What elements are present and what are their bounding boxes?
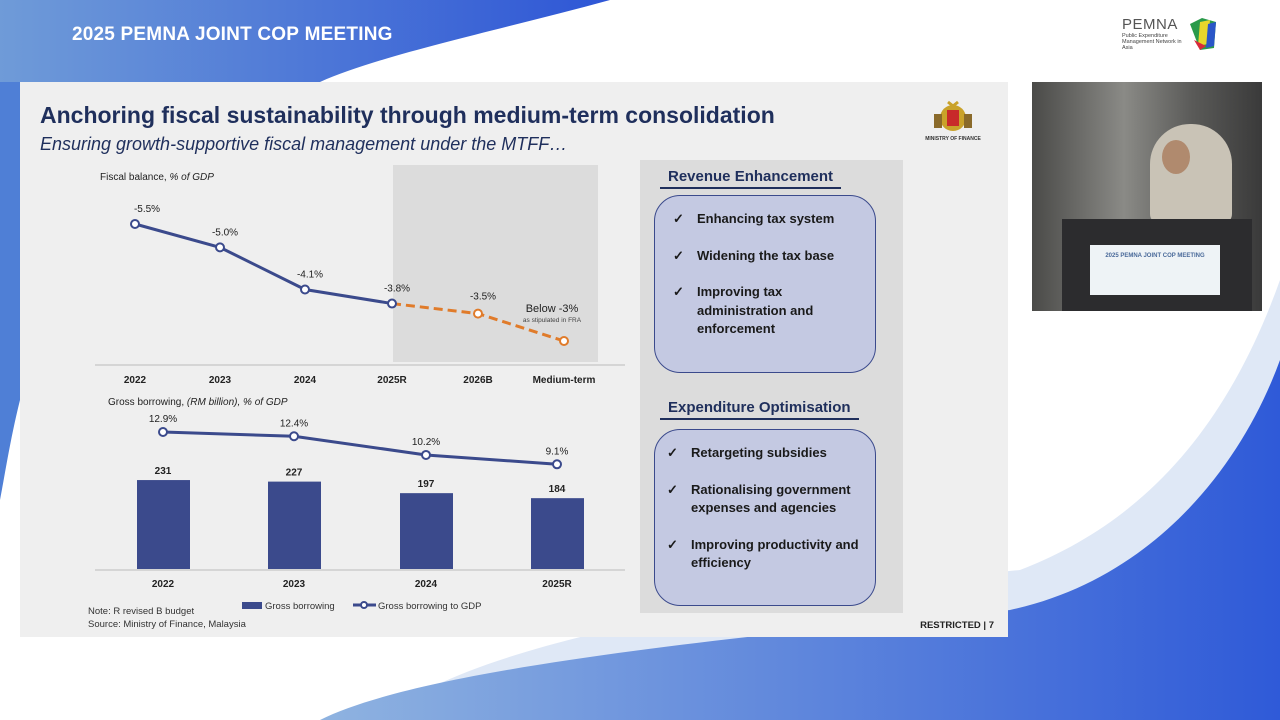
annotation-label: Below -3% [526,303,579,315]
item-text: Widening the tax base [697,247,835,263]
expenditure-box: ✓ Retargeting subsidies ✓ Rationalising gov… [654,429,876,606]
legend-label: Gross borrowing to GDP [378,601,481,612]
data-label: -3.8% [384,284,410,295]
slide-subtitle: Ensuring growth-supportive fiscal manage… [40,134,568,154]
line-label: 10.2% [412,437,440,448]
list-item: ✓ Improving productivity and efficiency [667,536,863,573]
bar-label: 184 [549,484,566,495]
pemna-logo: PEMNA Public Expenditure Management Netw… [1122,16,1222,60]
data-point [215,242,225,253]
x-tick-label: 2024 [294,375,317,386]
list-item: ✓ Widening the tax base [673,247,863,266]
bar [531,498,584,569]
item-text: Retargeting subsidies [691,445,827,460]
data-label: -4.1% [297,270,323,281]
projection-shade [393,165,598,362]
x-tick-label: 2025R [377,375,407,386]
legend-marker [360,601,368,609]
item-text: Rationalising government expenses and ag… [691,481,851,516]
line-label: 12.9% [149,414,177,425]
check-icon: ✓ [673,211,684,226]
policy-panel: Revenue Enhancement ✓ Enhancing tax syste… [640,160,903,613]
data-point [559,336,569,346]
data-point [387,298,397,309]
line-label: 12.4% [280,418,308,429]
item-text: Enhancing tax system [697,211,835,226]
data-label: -5.5% [134,204,160,215]
legend-label: Gross borrowing [265,601,335,612]
note: Note: R revised B budget [88,606,195,617]
data-point [158,427,168,437]
charts: Fiscal balance, % of GDP 2022 -5.5% 2023 -5.… [95,165,625,612]
check-icon: ✓ [667,536,678,552]
data-point [473,308,483,319]
ministry-emblem: MINISTRY OF FINANCE [922,100,984,146]
bar-label: 197 [418,479,435,490]
revenue-box: ✓ Enhancing tax system ✓ Widening the tax b… [654,195,876,373]
x-tick-label: 2023 [283,579,306,590]
line-label: 9.1% [546,446,569,457]
slide-title: Anchoring fiscal sustainability through … [40,102,775,128]
chart-title: Fiscal balance, % of GDP [100,172,214,183]
event-title: 2025 PEMNA JOINT COP MEETING [72,24,393,45]
podium: 2025 PEMNA JOINT COP MEETING [1062,219,1252,311]
classification-label: RESTRICTED | 7 [920,620,994,631]
check-icon: ✓ [673,247,684,263]
bar [268,481,321,569]
x-tick-label: 2022 [124,375,147,386]
data-point [552,459,562,470]
expenditure-heading: Expenditure Optimisation [660,399,859,420]
presentation-slide: Anchoring fiscal sustainability through … [20,82,1008,637]
check-icon: ✓ [673,284,684,299]
data-label: -5.0% [212,227,238,238]
annotation-sub: as stipulated in FRA [523,317,582,324]
x-tick-label: 2022 [152,579,175,590]
x-tick-label: 2023 [209,375,232,386]
list-item: ✓ Enhancing tax system [673,210,863,229]
revenue-heading: Revenue Enhancement [660,168,842,189]
data-point [289,431,299,442]
source: Source: Ministry of Finance, Malaysia [88,619,246,630]
data-point [300,284,310,295]
podium-sign: 2025 PEMNA JOINT COP MEETING [1090,245,1220,295]
data-point [421,449,431,460]
check-icon: ✓ [667,481,678,497]
x-tick-label: 2024 [415,579,438,590]
list-item: ✓ Retargeting subsidies [667,444,863,463]
x-tick-label: 2025R [542,579,572,590]
legend-swatch-bar [242,602,262,609]
bar-label: 231 [155,466,172,477]
list-item: ✓ Improving tax administration and enforc… [673,283,863,339]
data-point [130,219,140,229]
item-text: Improving tax administration and enforce… [697,284,814,336]
data-label: -3.5% [470,292,496,303]
chart-title: Gross borrowing, (RM billion), % of GDP [108,397,288,408]
speaker [1150,124,1232,224]
check-icon: ✓ [667,445,678,460]
item-text: Improving productivity and efficiency [691,536,859,571]
x-tick-label: 2026B [463,375,492,386]
bar [400,493,453,569]
bar-label: 227 [286,468,303,479]
gdp-ratio-line [162,430,558,466]
list-item: ✓ Rationalising government expenses and a… [667,481,863,518]
fiscal-balance-line [134,222,393,306]
speaker-video: 2025 PEMNA JOINT COP MEETING [1032,82,1262,311]
speaker-face [1162,140,1190,174]
x-tick-label: Medium-term [533,375,596,386]
bar [137,480,190,569]
